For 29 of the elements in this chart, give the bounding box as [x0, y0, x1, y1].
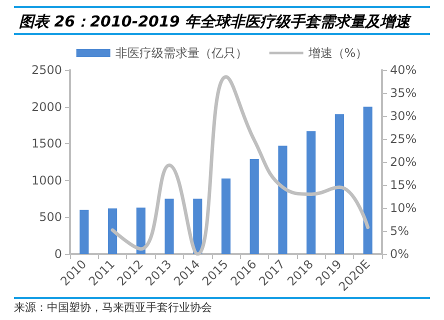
- y-tick-label: 1500: [31, 136, 62, 151]
- legend-label: 增速（%）: [307, 46, 368, 60]
- source-note: 来源：中国塑协，马来西亚手套行业协会: [14, 301, 212, 314]
- y2-tick-label: 25%: [390, 132, 417, 146]
- y-tick-label: 0: [54, 247, 62, 261]
- bar: [136, 208, 146, 254]
- bar: [278, 146, 288, 254]
- y2-tick-label: 40%: [390, 63, 417, 77]
- bar: [250, 159, 259, 254]
- bar: [363, 106, 372, 254]
- bar: [164, 198, 174, 254]
- y2-tick-label: 20%: [390, 155, 417, 169]
- y2-tick-label: 35%: [390, 86, 417, 100]
- bar: [306, 131, 316, 254]
- bar: [334, 114, 344, 254]
- y-tick-label: 500: [39, 210, 62, 224]
- bar: [80, 210, 89, 254]
- y-tick-label: 1000: [31, 173, 62, 188]
- y2-tick-label: 30%: [390, 109, 417, 123]
- chart-title: 图表 26：2010-2019 年全球非医疗级手套需求量及增速: [19, 12, 412, 30]
- y2-tick-label: 15%: [390, 178, 417, 192]
- y-tick-label: 2500: [31, 63, 62, 77]
- bar: [221, 178, 231, 254]
- bar: [108, 208, 118, 254]
- y2-tick-label: 0%: [390, 247, 410, 261]
- legend-label: 非医疗级需求量（亿只）: [115, 46, 248, 60]
- y-tick-label: 2000: [31, 100, 62, 114]
- y2-tick-label: 10%: [390, 201, 417, 215]
- y2-tick-label: 5%: [390, 224, 410, 238]
